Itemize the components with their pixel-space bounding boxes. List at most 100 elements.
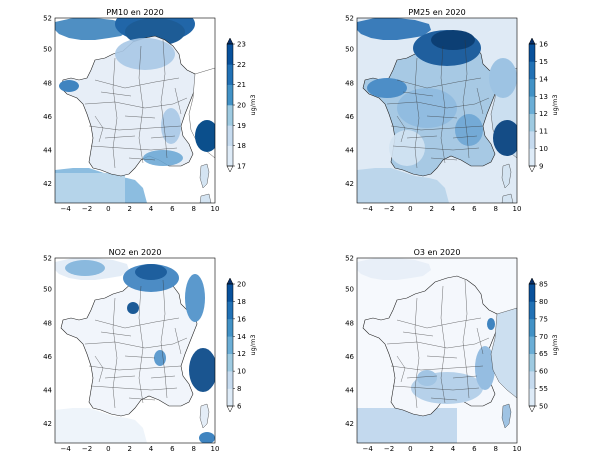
colorbar-segment — [227, 353, 233, 372]
colorbar-tick-label: 60 — [539, 368, 548, 376]
colorbar-segment — [529, 148, 535, 167]
colorbar-unit-label: ug/m3 — [551, 95, 559, 116]
x-tick-label: 4 — [451, 205, 456, 213]
colorbar-tick-label: 22 — [237, 61, 246, 69]
y-tick-label: 42 — [43, 420, 52, 428]
x-tick-label: 4 — [451, 445, 456, 453]
y-tick-label: 52 — [345, 15, 354, 23]
y-tick-label: 48 — [345, 319, 354, 327]
x-tick-label: 10 — [513, 445, 522, 453]
colorbar-segment — [529, 371, 535, 389]
panel-title: NO2 en 2020 — [109, 248, 162, 257]
panel-o3: O3 en 2020 −4 −2 0 2 4 6 8 10 4 2 — [345, 248, 521, 453]
colorbar-segment — [227, 64, 233, 85]
panel-title: O3 en 2020 — [414, 248, 461, 257]
x-tick-label: 0 — [106, 445, 110, 453]
colorbar-unit-label: ug/m3 — [249, 95, 257, 116]
x-tick-label: −2 — [384, 205, 394, 213]
panel-pm25: PM25 en 2020 −4 −2 0 2 4 6 — [345, 8, 521, 213]
y-tick-label: 44 — [43, 387, 52, 395]
map-frame — [54, 257, 216, 444]
colorbar-o3: 50 55 60 65 70 75 80 85 ug/m3 — [528, 277, 559, 413]
colorbar-tick-label: 12 — [237, 350, 246, 358]
panel-title: PM25 en 2020 — [408, 8, 465, 17]
colorbar-pm10: 17 18 19 20 21 22 23 ug/m3 — [226, 37, 257, 173]
x-tick-label: 8 — [493, 445, 497, 453]
x-tick-label: 4 — [149, 205, 154, 213]
y-axis: 42 44 46 48 50 52 — [43, 255, 52, 429]
x-tick-label: 2 — [429, 445, 433, 453]
map-frame — [356, 257, 518, 444]
colorbar-tick-label: 15 — [539, 58, 548, 66]
x-tick-label: 0 — [408, 205, 412, 213]
x-axis: −4 −2 0 2 4 6 8 10 — [61, 205, 220, 213]
colorbar-tick-label: 6 — [237, 403, 242, 411]
colorbar-segment — [227, 145, 233, 167]
x-tick-label: −2 — [82, 445, 92, 453]
x-tick-label: −2 — [82, 205, 92, 213]
colorbar-segment — [529, 336, 535, 355]
y-tick-label: 42 — [345, 180, 354, 188]
colorbar-tick-label: 14 — [539, 75, 548, 83]
colorbar-segment — [227, 44, 233, 65]
x-tick-label: −4 — [61, 445, 72, 453]
map-area — [357, 258, 517, 443]
colorbar-segment — [529, 113, 535, 132]
y-axis: 42 44 46 48 50 52 — [345, 255, 354, 429]
colorbar-frame — [226, 283, 234, 407]
x-tick-label: 2 — [429, 205, 433, 213]
x-tick-label: 0 — [106, 205, 110, 213]
colorbar-segment — [529, 353, 535, 372]
x-tick-label: 6 — [170, 205, 175, 213]
panel-pm10: PM10 en 2020 −4 −2 0 2 4 6 — [43, 8, 220, 213]
map-frame — [54, 17, 216, 204]
x-tick-label: −4 — [363, 205, 374, 213]
colorbar-segment — [227, 388, 233, 407]
colorbar-no2: 6 8 10 12 14 16 18 20 ug/m3 — [226, 277, 257, 413]
colorbar-frame — [528, 43, 536, 167]
y-tick-label: 44 — [345, 147, 354, 155]
y-tick-label: 42 — [43, 180, 52, 188]
colorbar-segment — [227, 84, 233, 106]
y-tick-label: 46 — [43, 353, 52, 361]
colorbar-tick-label: 9 — [539, 163, 543, 171]
colorbar-segment — [529, 78, 535, 97]
y-tick-label: 46 — [345, 353, 354, 361]
x-tick-label: 8 — [191, 205, 195, 213]
y-tick-label: 50 — [345, 286, 354, 294]
x-tick-label: 8 — [493, 205, 497, 213]
colorbar-segment — [529, 61, 535, 80]
y-tick-label: 44 — [345, 387, 354, 395]
x-tick-label: 8 — [191, 445, 195, 453]
colorbar-tick-label: 10 — [237, 368, 246, 376]
colorbar-tick-label: 18 — [237, 142, 246, 150]
colorbar-tick-label: 17 — [237, 163, 246, 171]
colorbar-segment — [529, 284, 535, 302]
colorbar-unit-label: ug/m3 — [551, 335, 559, 356]
panel-no2: NO2 en 2020 −4 −2 0 2 4 6 8 10 — [43, 248, 219, 453]
colorbar-max-arrow — [528, 37, 536, 45]
x-tick-label: 2 — [127, 445, 131, 453]
map-area — [357, 18, 517, 203]
x-tick-label: 0 — [408, 445, 412, 453]
colorbar-min-arrow — [528, 165, 536, 173]
colorbar-segment — [227, 125, 233, 146]
colorbar-segment — [529, 131, 535, 149]
y-axis: 42 44 46 48 50 52 — [43, 15, 52, 189]
colorbar-tick-label: 75 — [539, 315, 548, 323]
x-axis: −4 −2 0 2 4 6 8 10 — [363, 445, 522, 453]
x-tick-label: −4 — [363, 445, 374, 453]
colorbar-segment — [529, 301, 535, 320]
map-area — [55, 258, 215, 443]
colorbar-tick-label: 18 — [237, 298, 246, 306]
x-tick-label: 10 — [211, 445, 220, 453]
x-tick-label: 6 — [472, 445, 477, 453]
x-tick-label: 4 — [149, 445, 154, 453]
colorbar-segment — [227, 105, 233, 126]
y-tick-label: 52 — [43, 15, 52, 23]
y-tick-label: 44 — [43, 147, 52, 155]
y-tick-label: 48 — [43, 319, 52, 327]
colorbar-segment — [227, 284, 233, 302]
colorbar-tick-label: 23 — [237, 41, 246, 49]
y-tick-label: 48 — [43, 79, 52, 87]
